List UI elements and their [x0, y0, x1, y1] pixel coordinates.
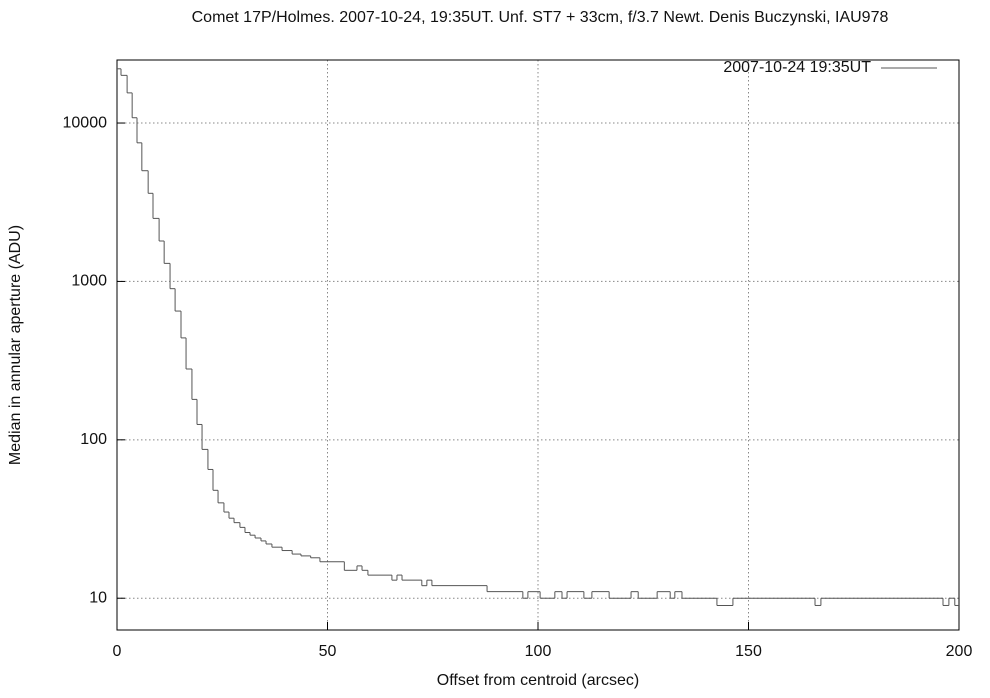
y-axis-label: Median in annular aperture (ADU) [7, 225, 24, 465]
legend-label: 2007-10-24 19:35UT [723, 59, 871, 76]
plot-frame [116, 59, 960, 631]
x-tick-label: 0 [113, 643, 122, 660]
chart-title: Comet 17P/Holmes. 2007-10-24, 19:35UT. U… [192, 9, 889, 26]
y-tick-label: 1000 [71, 273, 107, 290]
x-tick-label: 50 [319, 643, 337, 660]
y-tick-label: 10 [89, 589, 107, 606]
x-tick-label: 200 [946, 643, 973, 660]
x-tick-label: 150 [735, 643, 762, 660]
x-axis-label: Offset from centroid (arcsec) [437, 672, 639, 689]
x-tick-label: 100 [525, 643, 552, 660]
y-tick-label: 100 [80, 431, 107, 448]
y-tick-label: 10000 [63, 114, 108, 131]
